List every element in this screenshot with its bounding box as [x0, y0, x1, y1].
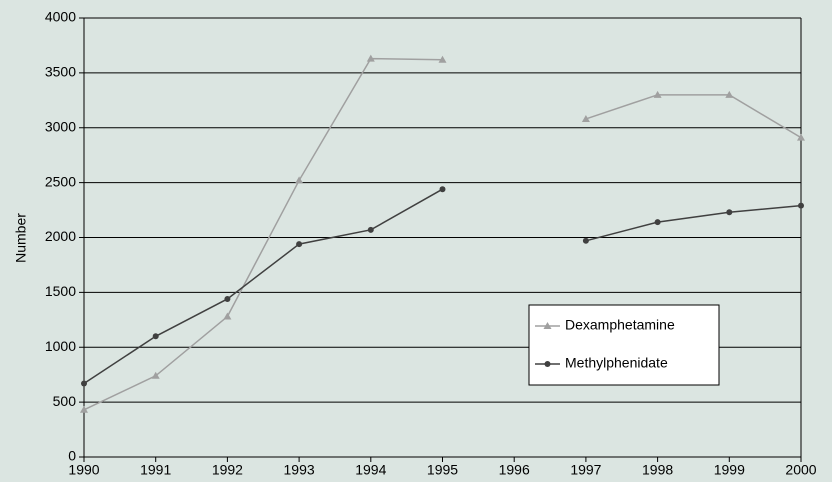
x-tick-label: 2000	[785, 462, 816, 478]
data-point	[653, 90, 662, 98]
y-tick-label: 0	[68, 448, 76, 464]
series-line	[83, 188, 802, 385]
x-tick-label: 1996	[499, 462, 530, 478]
data-point	[581, 114, 590, 122]
x-tick-label: 1994	[355, 462, 386, 478]
x-tick-label: 1992	[212, 462, 243, 478]
data-point	[797, 133, 805, 141]
y-tick-label: 3000	[45, 118, 76, 134]
data-point	[367, 226, 374, 233]
data-point	[439, 186, 446, 193]
data-point	[80, 405, 88, 413]
data-point	[366, 54, 375, 62]
x-tick-label: 1993	[284, 462, 315, 478]
data-point	[81, 380, 87, 387]
data-point	[438, 55, 447, 63]
data-point	[725, 90, 734, 98]
y-tick-label: 3500	[45, 64, 76, 80]
y-tick-label: 1500	[45, 283, 76, 299]
x-tick-label: 1999	[714, 462, 745, 478]
legend-label: Dexamphetamine	[565, 317, 675, 333]
y-tick-label: 4000	[45, 9, 76, 25]
data-point	[152, 333, 159, 340]
data-point	[726, 209, 733, 216]
y-tick-label: 1000	[45, 338, 76, 354]
y-tick-label: 2500	[45, 173, 76, 189]
legend-label: Methylphenidate	[565, 355, 668, 371]
y-tick-label: 500	[53, 393, 77, 409]
data-point	[295, 176, 304, 184]
x-tick-label: 1997	[570, 462, 601, 478]
data-point	[798, 202, 804, 209]
x-tick-label: 1995	[427, 462, 458, 478]
x-tick-label: 1990	[68, 462, 99, 478]
y-tick-label: 2000	[45, 228, 76, 244]
x-tick-label: 1991	[140, 462, 171, 478]
data-point	[582, 237, 589, 244]
data-point	[654, 219, 661, 226]
legend-marker	[543, 322, 552, 329]
data-point	[223, 312, 232, 320]
legend-marker	[544, 361, 551, 367]
series-line	[83, 57, 802, 411]
y-axis-label: Number	[13, 213, 29, 263]
legend-box	[528, 304, 720, 386]
data-point	[296, 241, 303, 248]
x-tick-label: 1998	[642, 462, 673, 478]
data-point	[151, 371, 160, 379]
data-point	[224, 295, 231, 302]
